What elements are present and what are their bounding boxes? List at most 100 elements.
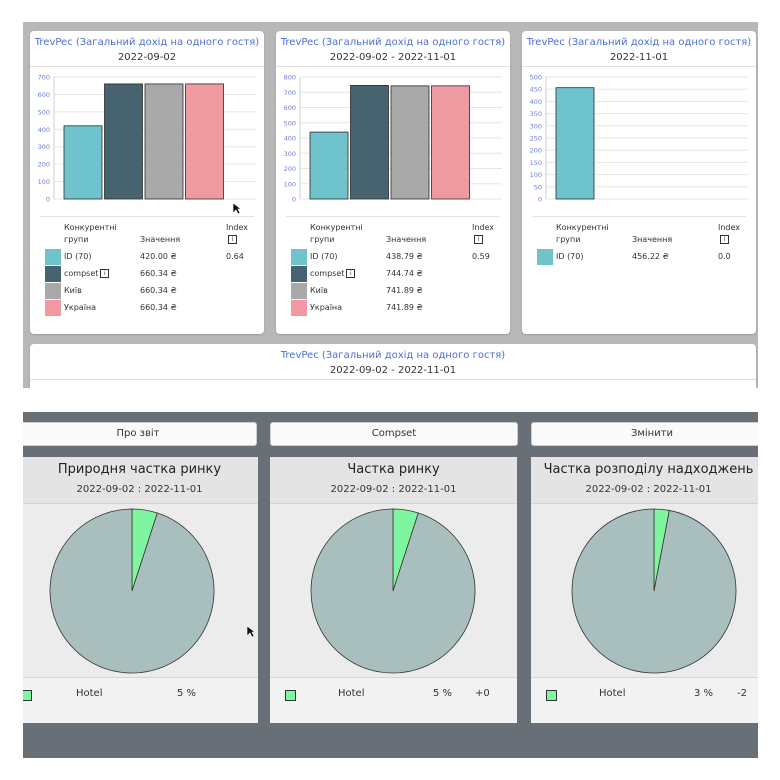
y-tick-label: 100 xyxy=(38,178,50,186)
y-tick-label: 300 xyxy=(284,150,296,158)
legend-percent: 3 % xyxy=(694,688,714,699)
row-name: Київ xyxy=(310,286,328,295)
color-swatch xyxy=(45,283,61,299)
legend-swatch xyxy=(546,690,557,701)
y-tick-label: 300 xyxy=(38,143,50,151)
bar-chart-3: 0 50 100 150 200 250 300 350 400 450 500 xyxy=(530,74,748,204)
pie-date-range: 2022-09-02 : 2022-11-01 xyxy=(585,484,712,495)
row-name: ID (70) xyxy=(64,252,92,261)
row-value: 456.22 ₴ xyxy=(632,252,669,261)
color-swatch xyxy=(45,266,61,282)
pie-card-header: Частка ринку 2022-09-02 : 2022-11-01 xyxy=(270,457,517,504)
pie-slice-1 xyxy=(49,508,215,674)
card-title[interactable]: TrevPec (Загальний дохід на одного гостя… xyxy=(526,37,752,48)
pie-chart-2 xyxy=(310,508,476,674)
row-index: 0.64 xyxy=(226,252,244,261)
color-swatch xyxy=(45,249,61,265)
index-label: Index xyxy=(472,223,495,232)
bar-chart-2: 0 100 200 300 400 500 600 700 800 xyxy=(284,74,502,204)
y-tick-label: 250 xyxy=(530,135,542,143)
column-header-index: Index i xyxy=(226,222,248,246)
y-tick-label: 50 xyxy=(534,183,542,191)
y-tick-label: 700 xyxy=(38,74,50,82)
bar-2 xyxy=(390,85,430,200)
card-date: 2022-09-02 xyxy=(117,52,177,63)
color-swatch xyxy=(291,249,307,265)
table-row: Україна 741.89 ₴ xyxy=(286,300,500,316)
y-tick-label: 0 xyxy=(292,196,296,204)
row-name: Україна xyxy=(310,303,343,312)
card-title[interactable]: TrevPec (Загальний дохід на одного гостя… xyxy=(280,37,506,48)
column-header-value: Значення xyxy=(140,235,181,244)
y-tick-label: 100 xyxy=(284,180,296,188)
column-header-value: Значення xyxy=(386,235,427,244)
row-name-text: compset xyxy=(64,269,99,278)
pie-legend: Hotel 5 % xyxy=(23,677,258,723)
pie-date-range: 2022-09-02 : 2022-11-01 xyxy=(330,484,457,495)
pie-card-header: Природня частка ринку 2022-09-02 : 2022-… xyxy=(23,457,258,504)
y-tick-label: 300 xyxy=(530,122,542,130)
color-swatch xyxy=(291,300,307,316)
row-name: Київ xyxy=(64,286,82,295)
bar-1 xyxy=(350,85,389,200)
column-header-groups: Конкурентні групи xyxy=(310,223,363,244)
top-dashboard-panel: TrevPec (Загальний дохід на одного гостя… xyxy=(23,22,758,388)
info-icon[interactable]: i xyxy=(346,269,356,278)
y-tick-label: 700 xyxy=(284,89,296,97)
info-icon[interactable]: i xyxy=(228,235,237,244)
index-label: Index xyxy=(718,223,741,232)
row-name-text: compset xyxy=(310,269,345,278)
y-tick-label: 150 xyxy=(530,159,542,167)
pie-date-range: 2022-09-02 : 2022-11-01 xyxy=(76,484,203,495)
change-button[interactable]: Змінити xyxy=(531,422,758,446)
info-icon[interactable]: i xyxy=(474,235,483,244)
y-tick-label: 0 xyxy=(46,196,50,204)
bar-0 xyxy=(309,131,349,200)
mouse-cursor-icon xyxy=(232,202,242,215)
row-index: 0.0 xyxy=(718,252,731,261)
row-name: compset i xyxy=(310,269,356,278)
row-name: Україна xyxy=(64,303,97,312)
legend-name: Hotel xyxy=(76,688,103,699)
y-tick-label: 500 xyxy=(284,119,296,127)
pie-slice-1 xyxy=(571,508,737,674)
column-header-groups: Конкурентні групи xyxy=(64,223,117,244)
pie-card-natural-share: Природня частка ринку 2022-09-02 : 2022-… xyxy=(23,457,258,723)
legend-delta: -2 xyxy=(737,688,747,699)
column-header-index: Index i xyxy=(472,222,494,246)
card-date: 2022-11-01 xyxy=(609,52,669,63)
info-icon[interactable]: i xyxy=(100,269,110,278)
divider xyxy=(522,66,756,67)
pie-slice-1 xyxy=(310,508,476,674)
row-value: 660.34 ₴ xyxy=(140,269,177,278)
table-row: ID (70) 456.22 ₴ 0.0 xyxy=(532,249,746,265)
y-tick-label: 0 xyxy=(538,196,542,204)
pie-card-market-share: Частка ринку 2022-09-02 : 2022-11-01 Hot… xyxy=(270,457,517,723)
pie-card-revenue-share: Частка розподілу надходжень 2022-09-02 :… xyxy=(531,457,758,723)
pie-chart-1 xyxy=(49,508,215,674)
legend-name: Hotel xyxy=(599,688,626,699)
y-tick-label: 600 xyxy=(38,91,50,99)
compset-button[interactable]: Compset xyxy=(270,422,518,446)
pie-legend: Hotel 3 % -2 xyxy=(531,677,758,723)
info-icon[interactable]: i xyxy=(720,235,729,244)
about-report-button[interactable]: Про звіт xyxy=(23,422,257,446)
card-date: 2022-09-02 - 2022-11-01 xyxy=(329,365,457,376)
row-value: 420.00 ₴ xyxy=(140,252,177,261)
card-date: 2022-09-02 - 2022-11-01 xyxy=(329,52,457,63)
divider xyxy=(30,379,756,380)
row-value: 660.34 ₴ xyxy=(140,286,177,295)
row-value: 741.89 ₴ xyxy=(386,303,423,312)
row-value: 660.34 ₴ xyxy=(140,303,177,312)
table-row: Київ 660.34 ₴ xyxy=(40,283,254,299)
table-row: compset i 744.74 ₴ xyxy=(286,266,500,282)
y-tick-label: 450 xyxy=(530,86,542,94)
card-title[interactable]: TrevPec (Загальний дохід на одного гостя… xyxy=(280,350,506,361)
row-name: compset i xyxy=(64,269,110,278)
card-title[interactable]: TrevPec (Загальний дохід на одного гостя… xyxy=(34,37,260,48)
color-swatch xyxy=(45,300,61,316)
column-header-index: Index i xyxy=(718,222,740,246)
divider xyxy=(532,216,746,217)
table-row: Київ 741.89 ₴ xyxy=(286,283,500,299)
y-tick-label: 800 xyxy=(284,74,296,82)
